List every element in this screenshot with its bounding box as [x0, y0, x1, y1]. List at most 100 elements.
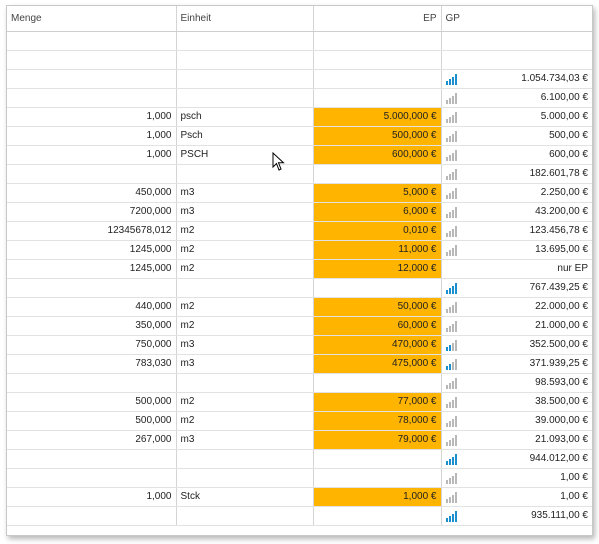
cell-ep[interactable] [313, 278, 442, 298]
table-row[interactable]: 1,000 Stck 1,000 € 1,00 € [7, 487, 592, 507]
cell-einheit[interactable] [176, 50, 314, 70]
cell-menge[interactable]: 500,000 [7, 411, 177, 431]
cell-ep[interactable]: 600,000 € [313, 145, 442, 165]
cell-ep[interactable]: 12,000 € [313, 259, 442, 279]
cell-einheit[interactable]: psch [176, 107, 314, 127]
cell-einheit[interactable] [176, 164, 314, 184]
cell-gp[interactable]: 1,00 € [441, 468, 592, 488]
cell-menge[interactable] [7, 31, 177, 51]
cell-ep[interactable]: 78,000 € [313, 411, 442, 431]
cell-einheit[interactable]: m2 [176, 221, 314, 241]
cell-einheit[interactable]: Psch [176, 126, 314, 146]
cell-ep[interactable]: 470,000 € [313, 335, 442, 355]
cell-gp[interactable] [441, 31, 592, 51]
cell-gp[interactable]: 182.601,78 € [441, 164, 592, 184]
table-row[interactable]: 182.601,78 € [7, 164, 592, 184]
cell-ep[interactable]: 11,000 € [313, 240, 442, 260]
cell-gp[interactable]: 43.200,00 € [441, 202, 592, 222]
cell-gp[interactable]: 13.695,00 € [441, 240, 592, 260]
cell-gp[interactable]: 2.250,00 € [441, 183, 592, 203]
cell-ep[interactable]: 50,000 € [313, 297, 442, 317]
cell-gp[interactable]: 39.000,00 € [441, 411, 592, 431]
column-header-gp[interactable]: GP [441, 6, 592, 32]
table-row[interactable]: 1.054.734,03 € [7, 69, 592, 89]
cell-einheit[interactable]: m2 [176, 316, 314, 336]
cell-gp[interactable]: 371.939,25 € [441, 354, 592, 374]
table-row[interactable]: 12345678,012 m2 0,010 € 123.456,78 € [7, 221, 592, 241]
cell-einheit[interactable]: Stck [176, 487, 314, 507]
cell-einheit[interactable]: m3 [176, 354, 314, 374]
cell-einheit[interactable] [176, 449, 314, 469]
cell-ep[interactable] [313, 164, 442, 184]
table-row[interactable] [7, 50, 592, 70]
cell-ep[interactable] [313, 31, 442, 51]
cell-menge[interactable]: 350,000 [7, 316, 177, 336]
table-row[interactable]: 7200,000 m3 6,000 € 43.200,00 € [7, 202, 592, 222]
cell-menge[interactable]: 1,000 [7, 126, 177, 146]
cell-menge[interactable]: 783,030 [7, 354, 177, 374]
cell-menge[interactable] [7, 278, 177, 298]
cell-gp[interactable]: 1.054.734,03 € [441, 69, 592, 89]
cell-menge[interactable]: 7200,000 [7, 202, 177, 222]
cell-menge[interactable] [7, 164, 177, 184]
column-header-menge[interactable]: Menge [7, 6, 177, 32]
cell-gp[interactable]: 500,00 € [441, 126, 592, 146]
cell-gp[interactable]: 600,00 € [441, 145, 592, 165]
table-row[interactable]: 1,000 psch 5.000,000 € 5.000,00 € [7, 107, 592, 127]
cell-menge[interactable]: 1,000 [7, 107, 177, 127]
cell-einheit[interactable]: m3 [176, 202, 314, 222]
cell-einheit[interactable] [176, 31, 314, 51]
cell-ep[interactable]: 79,000 € [313, 430, 442, 450]
cell-einheit[interactable]: m3 [176, 335, 314, 355]
table-row[interactable]: 944.012,00 € [7, 449, 592, 469]
cell-menge[interactable]: 440,000 [7, 297, 177, 317]
cell-ep[interactable]: 60,000 € [313, 316, 442, 336]
cell-menge[interactable]: 1245,000 [7, 240, 177, 260]
cell-gp[interactable] [441, 50, 592, 70]
cell-ep[interactable] [313, 50, 442, 70]
table-row[interactable]: 6.100,00 € [7, 88, 592, 108]
cell-menge[interactable]: 1245,000 [7, 259, 177, 279]
cell-gp[interactable]: 21.000,00 € [441, 316, 592, 336]
cell-gp[interactable]: 352.500,00 € [441, 335, 592, 355]
cell-einheit[interactable]: m3 [176, 430, 314, 450]
cell-ep[interactable]: 0,010 € [313, 221, 442, 241]
table-row[interactable]: 1,000 PSCH 600,000 € 600,00 € [7, 145, 592, 165]
cell-ep[interactable] [313, 69, 442, 89]
cell-gp[interactable]: 21.093,00 € [441, 430, 592, 450]
cell-einheit[interactable]: m3 [176, 183, 314, 203]
cell-menge[interactable]: 1,000 [7, 145, 177, 165]
cell-gp[interactable]: 5.000,00 € [441, 107, 592, 127]
cell-ep[interactable]: 77,000 € [313, 392, 442, 412]
cell-gp[interactable]: 6.100,00 € [441, 88, 592, 108]
table-row[interactable]: 783,030 m3 475,000 € 371.939,25 € [7, 354, 592, 374]
table-row[interactable]: 440,000 m2 50,000 € 22.000,00 € [7, 297, 592, 317]
table-row[interactable]: 935.111,00 € [7, 506, 592, 526]
cell-einheit[interactable] [176, 278, 314, 298]
cell-gp[interactable]: 944.012,00 € [441, 449, 592, 469]
table-row[interactable]: 767.439,25 € [7, 278, 592, 298]
table-row[interactable]: 350,000 m2 60,000 € 21.000,00 € [7, 316, 592, 336]
cell-einheit[interactable] [176, 88, 314, 108]
cell-gp[interactable]: 98.593,00 € [441, 373, 592, 393]
cell-menge[interactable] [7, 449, 177, 469]
cell-menge[interactable]: 450,000 [7, 183, 177, 203]
cell-ep[interactable] [313, 88, 442, 108]
cell-menge[interactable]: 500,000 [7, 392, 177, 412]
cell-einheit[interactable] [176, 373, 314, 393]
cell-menge[interactable]: 1,000 [7, 487, 177, 507]
cell-menge[interactable] [7, 468, 177, 488]
cell-gp[interactable]: 767.439,25 € [441, 278, 592, 298]
cell-gp[interactable]: 38.500,00 € [441, 392, 592, 412]
table-row[interactable]: 267,000 m3 79,000 € 21.093,00 € [7, 430, 592, 450]
cell-ep[interactable]: 6,000 € [313, 202, 442, 222]
table-row[interactable]: 450,000 m3 5,000 € 2.250,00 € [7, 183, 592, 203]
table-row[interactable]: 500,000 m2 78,000 € 39.000,00 € [7, 411, 592, 431]
table-row[interactable]: 1245,000 m2 12,000 € nur EP [7, 259, 592, 279]
cell-ep[interactable] [313, 506, 442, 526]
cell-ep[interactable]: 5,000 € [313, 183, 442, 203]
cell-einheit[interactable] [176, 69, 314, 89]
cell-einheit[interactable]: m2 [176, 240, 314, 260]
cell-einheit[interactable]: m2 [176, 411, 314, 431]
cell-einheit[interactable]: PSCH [176, 145, 314, 165]
